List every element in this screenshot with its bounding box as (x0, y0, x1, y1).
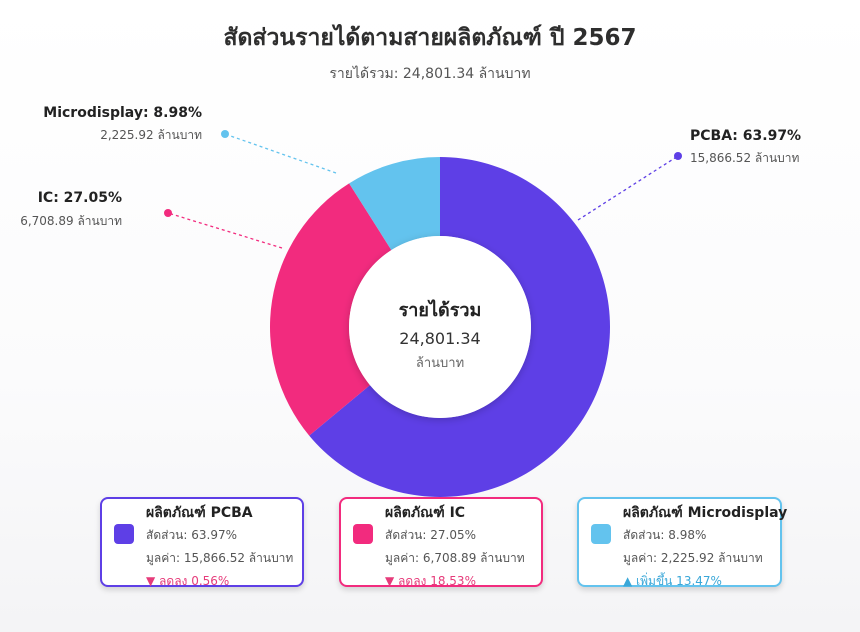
value-label-microdisplay: 2,225.92 ล้านบาท (100, 128, 202, 142)
leader-dot-ic (164, 209, 172, 217)
center-title: รายได้รวม (399, 299, 482, 321)
label-microdisplay: Microdisplay: 8.98% (43, 105, 202, 121)
leader-dot-pcba (674, 152, 682, 160)
chart-subtitle: รายได้รวม: 24,801.34 ล้านบาท (329, 66, 531, 82)
donut-slice-microdisplay (349, 157, 440, 251)
card-change: ▼ ลดลง 18.53% (385, 574, 476, 588)
leader-dot-microdisplay (221, 130, 229, 138)
card-share: สัดส่วน: 27.05% (385, 528, 476, 542)
card-pcba: ผลิตภัณฑ์ PCBA สัดส่วน: 63.97% มูลค่า: 1… (100, 497, 304, 588)
value-label-pcba: 15,866.52 ล้านบาท (690, 151, 800, 165)
leader-line-pcba (577, 155, 679, 221)
donut-slices (270, 157, 610, 497)
swatch-pcba (114, 524, 134, 544)
center-value: 24,801.34 (399, 329, 480, 348)
card-ic: ผลิตภัณฑ์ IC สัดส่วน: 27.05% มูลค่า: 6,7… (339, 497, 543, 588)
card-title: ผลิตภัณฑ์ IC (385, 505, 466, 521)
value-label-ic: 6,708.89 ล้านบาท (20, 214, 122, 228)
donut-hole (349, 236, 531, 418)
donut-slice-ic (270, 183, 392, 436)
center-unit: ล้านบาท (416, 356, 464, 371)
label-pcba: PCBA: 63.97% (690, 128, 801, 144)
card-change: ▲ เพิ่มขึ้น 13.47% (623, 574, 722, 588)
card-title: ผลิตภัณฑ์ Microdisplay (623, 505, 788, 521)
card-change: ▼ ลดลง 0.56% (146, 574, 230, 588)
card-value: มูลค่า: 15,866.52 ล้านบาท (146, 551, 294, 565)
donut-slice-pcba (309, 157, 610, 497)
card-microdisplay: ผลิตภัณฑ์ Microdisplay สัดส่วน: 8.98% มู… (577, 497, 787, 588)
card-title: ผลิตภัณฑ์ PCBA (146, 505, 253, 521)
card-value: มูลค่า: 6,708.89 ล้านบาท (385, 551, 525, 565)
leader-line-microdisplay (224, 133, 337, 174)
swatch-microdisplay (591, 524, 611, 544)
card-value: มูลค่า: 2,225.92 ล้านบาท (623, 551, 763, 565)
chart-title: สัดส่วนรายได้ตามสายผลิตภัณฑ์ ปี 2567 (223, 25, 637, 51)
leader-line-ic (167, 212, 283, 249)
label-ic: IC: 27.05% (38, 190, 122, 206)
card-share: สัดส่วน: 63.97% (146, 528, 237, 542)
card-share: สัดส่วน: 8.98% (623, 528, 707, 542)
swatch-ic (353, 524, 373, 544)
